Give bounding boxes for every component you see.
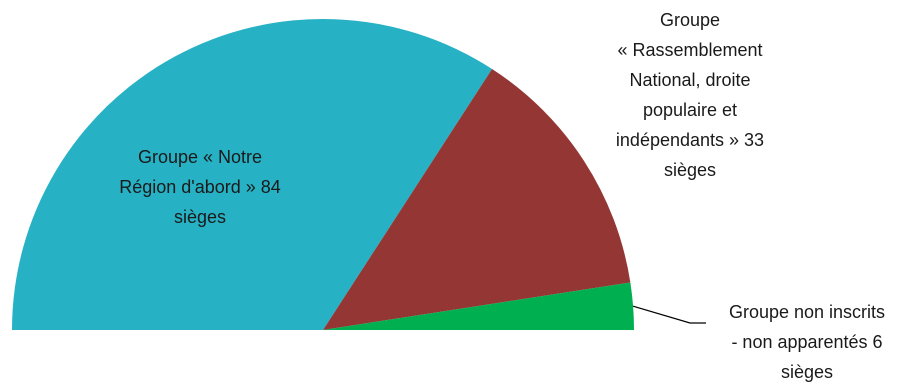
slice-non-inscrits [323, 282, 634, 330]
label-line: Groupe non inscrits [729, 302, 885, 322]
labels-layer: Groupe « Notre Région d'abord » 84 siègesG… [119, 10, 885, 382]
leader-line-non-inscrits [632, 305, 706, 324]
label-rassemblement-national: Groupe « Rassemblement National, droite pop… [616, 10, 764, 180]
label-line: sièges [664, 160, 716, 180]
label-line: indépendants » 33 [616, 130, 764, 150]
label-line: sièges [174, 207, 226, 227]
label-line: National, droite [629, 70, 750, 90]
label-notre-region: Groupe « Notre Région d'abord » 84 sièges [119, 147, 281, 227]
leader-lines-layer [632, 305, 706, 324]
label-non-inscrits: Groupe non inscrits - non apparentés 6 siè… [729, 302, 885, 382]
slice-rassemblement-national [323, 68, 631, 331]
label-line: sièges [781, 362, 833, 382]
label-line: Région d'abord » 84 [119, 177, 281, 197]
label-line: « Rassemblement [617, 40, 762, 60]
label-line: populaire et [643, 100, 737, 120]
slices-layer [12, 19, 634, 331]
label-line: Groupe [660, 10, 720, 30]
label-line: Groupe « Notre [138, 147, 262, 167]
slice-notre-region [12, 19, 493, 331]
label-line: - non apparentés 6 [731, 332, 882, 352]
